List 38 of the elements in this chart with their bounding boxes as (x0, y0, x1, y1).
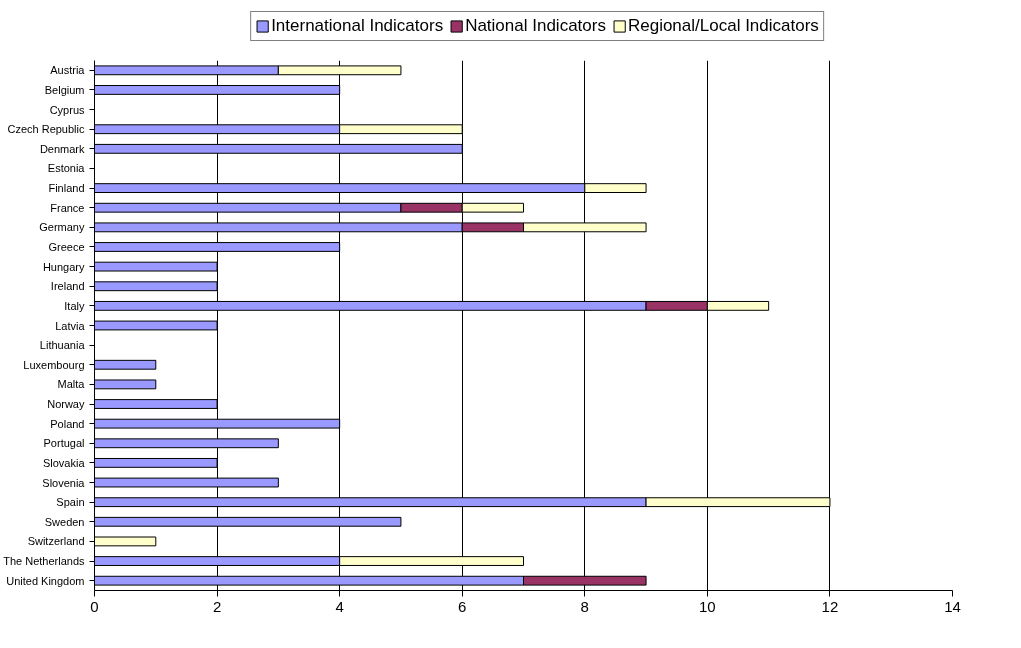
y-tick-label: Slovakia (42, 456, 86, 469)
y-tick-label: Cyprus (49, 103, 85, 116)
y-tick-label: Switzerland (27, 535, 85, 548)
y-tick-label: Czech Republic (7, 123, 85, 136)
legend-label: Regional/Local Indicators (627, 16, 819, 36)
y-tick-label: Sweden (44, 515, 85, 528)
y-tick-label: Hungary (42, 260, 85, 273)
x-tick-label: 2 (212, 597, 222, 615)
y-tick-label: United Kingdom (6, 574, 85, 587)
x-tick-label: 14 (944, 597, 961, 615)
y-tick-label: Slovenia (42, 476, 86, 489)
y-tick-label: Ireland (50, 280, 85, 293)
y-tick-label: Spain (56, 496, 85, 509)
y-tick-label: Lithuania (39, 339, 86, 352)
y-tick-label: Italy (64, 299, 85, 312)
legend-label: International Indicators (271, 16, 444, 36)
y-tick-label: France (50, 201, 85, 214)
y-tick-label: Estonia (47, 162, 86, 175)
x-tick-label: 10 (699, 597, 716, 615)
y-tick-label: Finland (48, 182, 85, 195)
legend-label: National Indicators (465, 16, 606, 36)
x-tick-label: 12 (821, 597, 839, 615)
x-tick-label: 6 (458, 597, 467, 615)
y-tick-label: Poland (50, 417, 85, 430)
y-tick-label: Norway (47, 398, 85, 411)
y-tick-label: Malta (57, 378, 86, 391)
y-tick-label: Germany (39, 221, 85, 234)
x-tick-label: 0 (90, 597, 99, 615)
y-tick-label: Denmark (39, 142, 85, 155)
y-tick-label: Belgium (44, 83, 85, 96)
x-tick-label: 8 (580, 597, 589, 615)
y-tick-label: The Netherlands (3, 555, 85, 568)
y-tick-label: Greece (48, 240, 85, 253)
y-tick-label: Austria (50, 64, 86, 77)
y-tick-label: Portugal (43, 437, 85, 450)
y-tick-label: Latvia (55, 319, 86, 332)
y-tick-label: Luxembourg (23, 358, 85, 371)
x-tick-label: 4 (335, 597, 344, 615)
